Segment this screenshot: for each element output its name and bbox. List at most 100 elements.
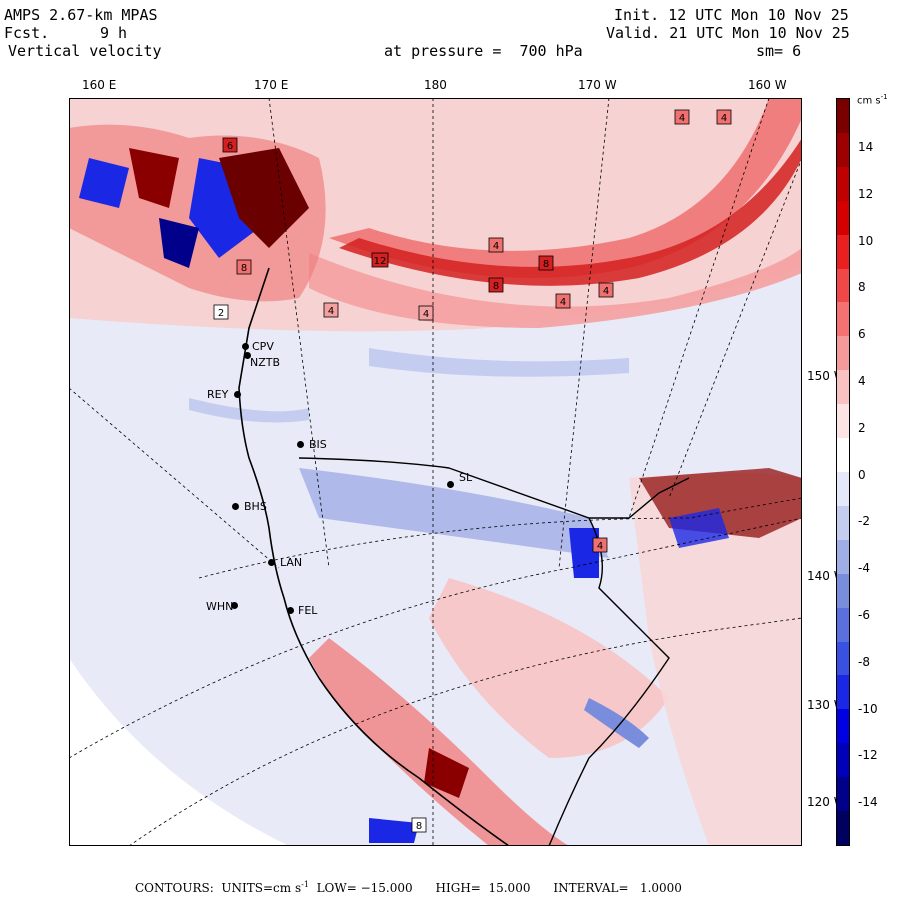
contour-tag: 4 xyxy=(597,541,603,552)
colorbar-segment xyxy=(837,404,849,439)
station-dot-cpv xyxy=(242,343,249,350)
red-arc-band xyxy=(329,98,802,278)
colorbar-tick-label: 10 xyxy=(858,233,874,248)
station-dot-bis xyxy=(297,441,304,448)
colorbar-segment xyxy=(837,811,849,846)
contour-tag: 4 xyxy=(493,241,499,252)
lower-convective-strip xyxy=(309,638,569,846)
model-title: AMPS 2.67-km MPAS xyxy=(4,6,158,24)
colorbar-segment xyxy=(837,607,849,643)
station-bis: BIS xyxy=(309,438,327,451)
colorbar-tick-label: 4 xyxy=(858,374,866,388)
contour-tag: 4 xyxy=(560,297,566,308)
lon-label-170w: 170 W xyxy=(578,78,617,92)
colorbar-segment xyxy=(837,166,849,202)
colorbar-segment xyxy=(837,370,849,405)
colorbar-segment xyxy=(837,709,849,744)
lon-label-170e: 170 E xyxy=(254,78,289,92)
blue-cell-4 xyxy=(369,818,419,843)
pressure-level: at pressure = 700 hPa xyxy=(384,42,583,60)
station-fel: FEL xyxy=(298,604,318,617)
colorbar xyxy=(836,98,850,846)
colorbar-tick-label: 8 xyxy=(858,280,866,295)
colorbar-segment xyxy=(837,777,849,812)
init-time: Init. 12 UTC Mon 10 Nov 25 xyxy=(614,6,849,24)
station-dot-rey xyxy=(234,391,241,398)
colorbar-units: cm s-1 xyxy=(857,93,888,107)
station-rey: REY xyxy=(207,388,229,401)
smoothing: sm= 6 xyxy=(756,42,802,60)
blue-streak-2 xyxy=(189,398,309,423)
blue-cell-2 xyxy=(79,158,129,208)
valid-time: Valid. 21 UTC Mon 10 Nov 25 xyxy=(606,24,850,42)
contour-tag: 8 xyxy=(543,259,549,270)
station-nztb: NZTB xyxy=(250,356,281,369)
colorbar-tick-label: 14 xyxy=(858,140,874,154)
station-lan: LAN xyxy=(280,556,303,569)
map-panel: 4 4 4 4 4 8 2 6 8 12 4 4 8 8 4 xyxy=(69,98,802,846)
contour-tag: 4 xyxy=(328,306,334,317)
contour-tag: 8 xyxy=(241,263,247,274)
colorbar-segment xyxy=(837,641,849,676)
colorbar-segment xyxy=(837,573,849,609)
contour-tag: 4 xyxy=(721,113,727,124)
colorbar-segment xyxy=(837,438,849,473)
colorbar-segment xyxy=(837,268,849,303)
dark-cell-1 xyxy=(129,148,179,208)
colorbar-segment xyxy=(837,472,849,507)
blue-streak-1 xyxy=(369,348,629,377)
blue-cell-6 xyxy=(569,528,599,578)
forecast-hour: 9 h xyxy=(100,24,128,42)
colorbar-tick-label: -4 xyxy=(858,561,870,576)
contour-tag: 12 xyxy=(374,256,387,267)
contour-footer: CONTOURS: UNITS=cm s-1 LOW= −15.000 HIGH… xyxy=(135,880,682,895)
colorbar-segment xyxy=(837,743,849,778)
contour-tag: 8 xyxy=(493,281,499,292)
colorbar-segment xyxy=(837,99,849,134)
station-sl: SL xyxy=(459,471,473,484)
colorbar-tick-label: 2 xyxy=(858,420,866,435)
coastline xyxy=(238,267,510,846)
dark-red-core xyxy=(339,138,802,286)
contour-tag: 4 xyxy=(603,286,609,297)
station-whn: WHN xyxy=(206,600,234,613)
lon-label-160e: 160 E xyxy=(82,78,117,92)
colorbar-tick-label: -2 xyxy=(858,514,870,529)
colorbar-tick-label: -12 xyxy=(858,748,878,763)
contour-tag: 2 xyxy=(218,308,224,319)
colorbar-tick-label: -8 xyxy=(858,654,870,669)
forecast-label: Fcst. xyxy=(4,24,50,42)
colorbar-segment xyxy=(837,132,849,168)
dark-cell-2 xyxy=(219,148,309,248)
contour-tag: 4 xyxy=(679,113,685,124)
colorbar-segment xyxy=(837,675,849,710)
colorbar-tick-label: -6 xyxy=(858,608,870,622)
colorbar-tick-label: 6 xyxy=(858,327,866,342)
station-cpv: CPV xyxy=(252,340,274,353)
contour-tag: 4 xyxy=(423,309,429,320)
colorbar-tick-label: -14 xyxy=(858,795,878,810)
station-dot-sl xyxy=(447,481,454,488)
lon-label-160w: 160 W xyxy=(748,78,787,92)
station-dot-whn xyxy=(231,602,238,609)
blue-band xyxy=(299,468,609,558)
blue-cell-3 xyxy=(159,218,199,268)
colorbar-segment xyxy=(837,539,849,575)
station-dot-nztb xyxy=(244,352,251,359)
station-dot-fel xyxy=(287,607,294,614)
colorbar-segment xyxy=(837,336,849,371)
station-dot-lan xyxy=(268,559,275,566)
station-bhs: BHS xyxy=(244,500,267,513)
colorbar-segment xyxy=(837,302,849,337)
lon-label-180: 180 xyxy=(424,78,447,92)
dark-cell-3 xyxy=(424,748,469,798)
blue-cell-5 xyxy=(669,508,729,548)
colorbar-tick-label: 0 xyxy=(858,467,866,482)
field-name: Vertical velocity xyxy=(8,42,162,60)
colorbar-segment xyxy=(837,200,849,236)
coastline-east xyxy=(548,517,670,846)
ice-shelf-edge xyxy=(298,457,690,519)
colorbar-segment xyxy=(837,234,849,270)
station-dot-bhs xyxy=(232,503,239,510)
colorbar-segment xyxy=(837,505,849,541)
